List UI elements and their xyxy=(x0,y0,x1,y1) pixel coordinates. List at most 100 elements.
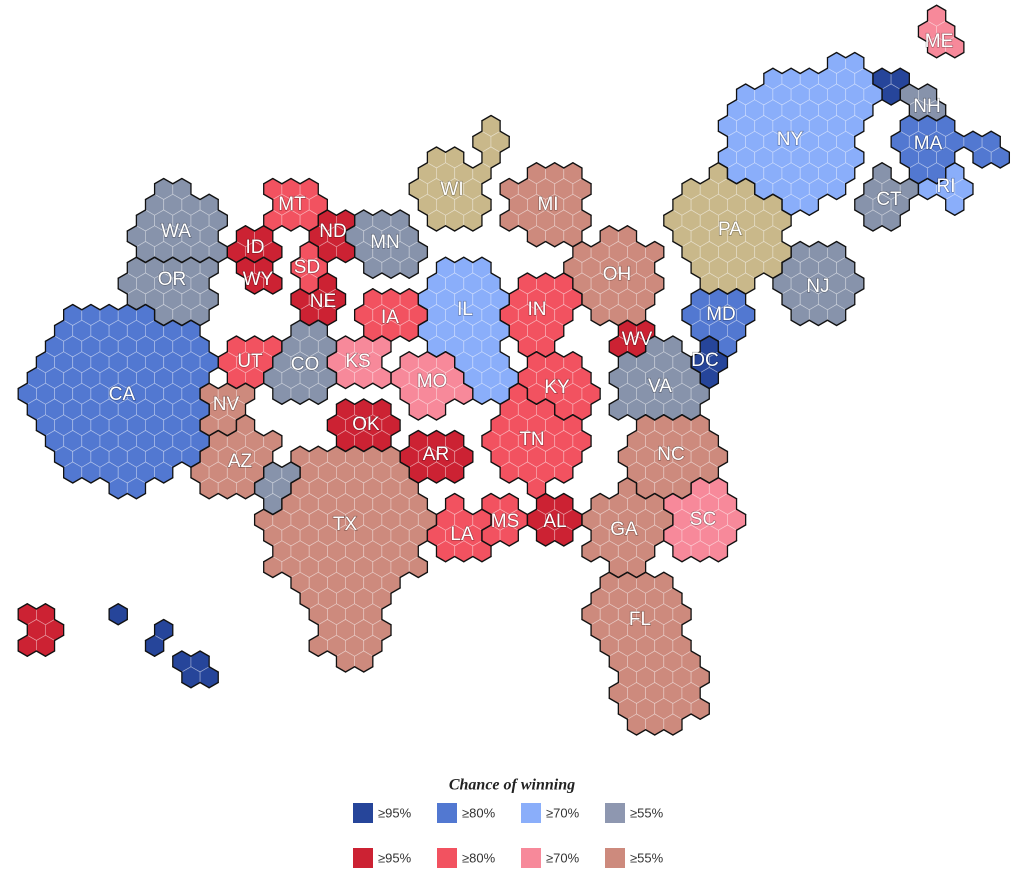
state-border xyxy=(199,492,210,500)
state-border xyxy=(208,382,219,390)
state-border xyxy=(554,414,565,421)
state-border xyxy=(126,225,138,232)
state-border xyxy=(490,414,501,421)
state-label: AR xyxy=(423,444,449,465)
state-border xyxy=(226,492,238,500)
state-border xyxy=(535,272,547,279)
state-label: KS xyxy=(345,351,370,372)
state-border xyxy=(708,429,720,437)
state-border xyxy=(572,524,583,531)
state-border xyxy=(444,351,456,358)
state-border xyxy=(644,571,656,579)
state-border xyxy=(517,382,529,390)
state-label: TN xyxy=(519,429,544,450)
state-border xyxy=(799,209,810,216)
state-border xyxy=(317,650,329,657)
state-border xyxy=(299,288,310,295)
state-border xyxy=(681,603,692,610)
state-border xyxy=(617,477,629,484)
state-border xyxy=(917,114,929,122)
state-border xyxy=(935,51,947,59)
state-border xyxy=(808,67,820,75)
state-border xyxy=(226,429,238,437)
state-border xyxy=(854,146,865,153)
state-border xyxy=(854,51,865,59)
state-border xyxy=(208,303,219,311)
state-border xyxy=(635,240,647,248)
state-border xyxy=(481,492,492,500)
state-border xyxy=(899,83,910,90)
state-border xyxy=(517,177,529,185)
state-border xyxy=(390,587,401,594)
state-border xyxy=(108,618,119,626)
state-border xyxy=(281,177,292,185)
state-border xyxy=(690,335,701,342)
state-border xyxy=(863,67,874,75)
state-label: OH xyxy=(603,264,632,285)
state-label: FL xyxy=(629,609,651,630)
state-label: NH xyxy=(913,96,940,117)
state-border xyxy=(808,209,820,216)
state-border xyxy=(872,67,883,75)
state-border xyxy=(835,319,847,327)
state-border xyxy=(426,414,438,421)
state-border xyxy=(444,256,456,264)
state-border xyxy=(417,288,429,295)
state-border xyxy=(881,225,892,232)
state-border xyxy=(481,177,492,185)
state-border xyxy=(253,508,265,516)
state-border xyxy=(272,445,283,453)
state-border xyxy=(544,540,556,547)
state-border xyxy=(563,414,574,421)
state-label: PA xyxy=(718,219,742,240)
state-border xyxy=(208,193,219,201)
legend-swatch xyxy=(605,848,625,868)
state-border xyxy=(253,256,265,264)
state-border xyxy=(353,666,365,673)
state-border xyxy=(708,162,720,169)
state-border xyxy=(926,51,938,59)
state-border xyxy=(990,162,1001,169)
state-border xyxy=(444,492,456,500)
state-border xyxy=(44,603,56,610)
state-border xyxy=(153,477,165,484)
state-border xyxy=(481,114,492,122)
state-border xyxy=(353,445,365,453)
legend-label: ≥55% xyxy=(630,850,664,865)
state-border xyxy=(499,319,510,327)
state-border xyxy=(172,177,183,185)
state-border xyxy=(463,162,474,169)
state-border xyxy=(290,177,301,185)
state-border xyxy=(144,650,156,657)
state-border xyxy=(526,508,538,516)
state-border xyxy=(535,162,547,169)
state-border xyxy=(408,335,419,342)
state-border xyxy=(654,571,665,579)
state-border xyxy=(899,177,910,185)
state-border xyxy=(381,618,392,626)
state-border xyxy=(208,256,219,264)
state-border xyxy=(272,335,283,342)
state-border xyxy=(608,335,619,342)
state-border xyxy=(226,240,238,248)
state-border xyxy=(572,240,583,248)
state-border xyxy=(954,146,965,153)
state-border xyxy=(635,492,647,500)
state-border xyxy=(408,414,419,421)
state-border xyxy=(581,209,592,216)
state-border xyxy=(381,272,392,279)
state-border xyxy=(163,319,174,327)
state-border xyxy=(590,240,601,248)
state-border xyxy=(863,225,874,232)
state-border xyxy=(399,398,410,405)
state-border xyxy=(554,272,565,279)
state-border xyxy=(463,461,474,468)
state-border xyxy=(135,256,147,264)
state-border xyxy=(299,177,310,185)
state-border xyxy=(299,225,310,232)
state-border xyxy=(617,571,629,579)
state-border xyxy=(981,162,992,169)
state-border xyxy=(399,461,410,468)
state-border xyxy=(717,162,729,169)
state-border xyxy=(26,603,38,610)
